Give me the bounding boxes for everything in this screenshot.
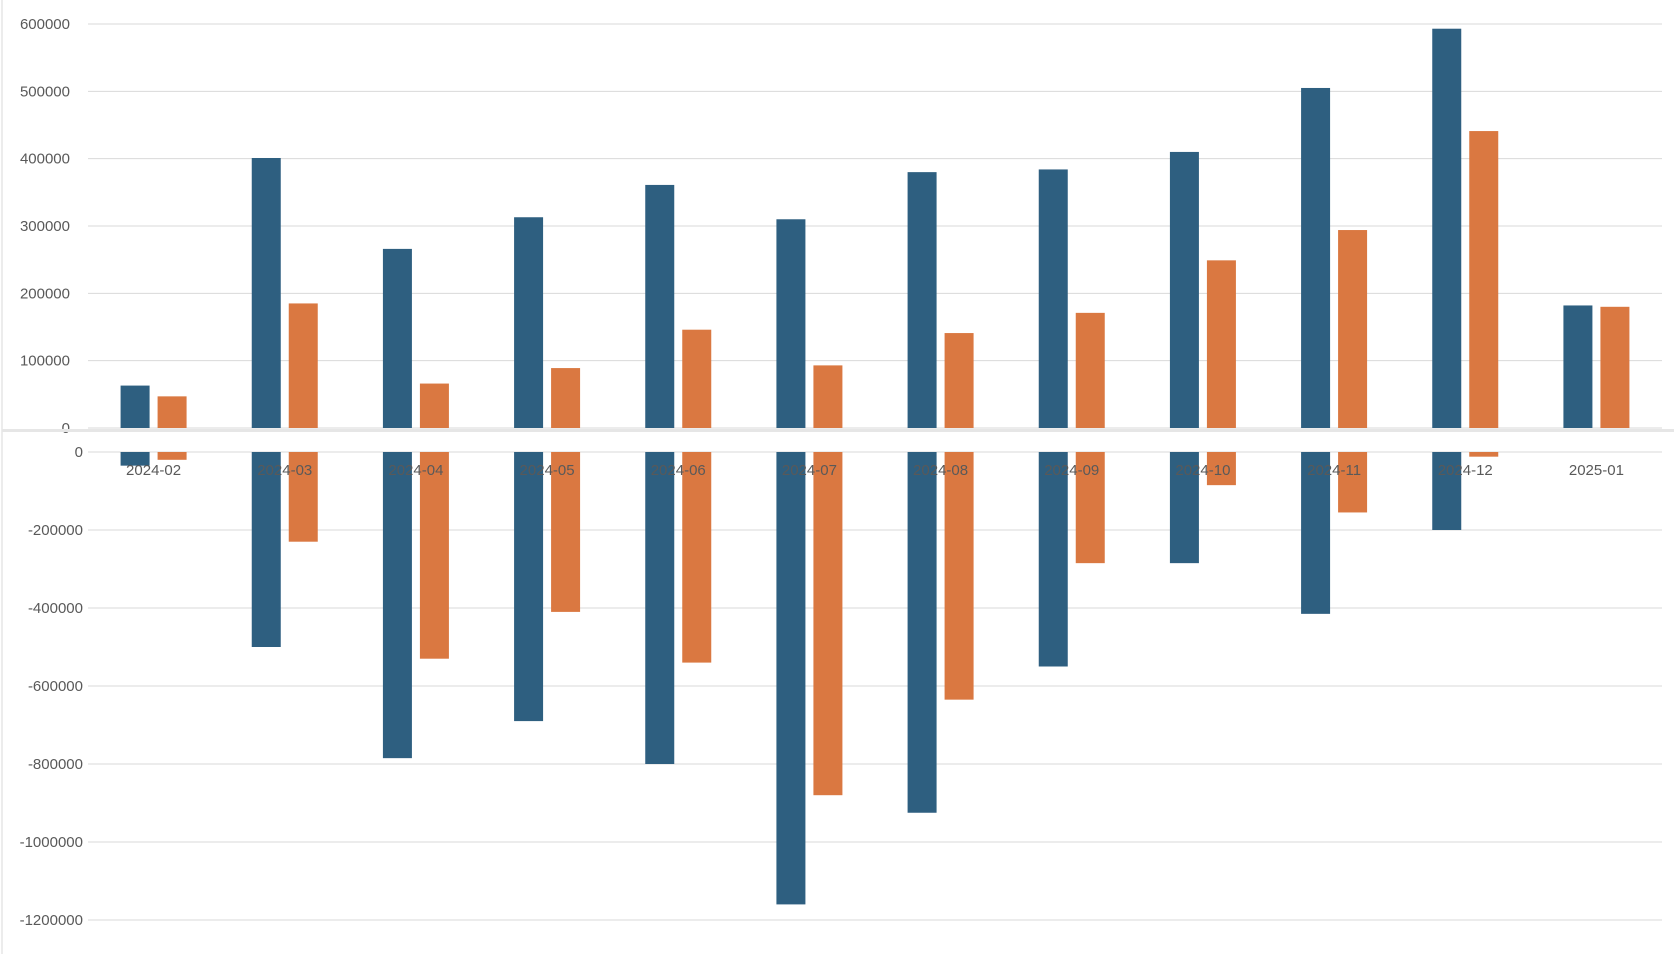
bar-1[interactable]: [514, 452, 544, 722]
bar-2[interactable]: [157, 396, 187, 428]
chart-separator: [2, 429, 1674, 432]
x-category-label: 2025-01: [1569, 462, 1624, 479]
bar-2[interactable]: [1206, 260, 1236, 428]
y-tick-label: 200000: [20, 285, 70, 302]
bar-2[interactable]: [419, 383, 449, 428]
bar-1[interactable]: [1563, 305, 1593, 428]
bar-2[interactable]: [157, 452, 187, 460]
bar-2[interactable]: [551, 368, 581, 428]
y-tick-label: -200000: [28, 522, 83, 539]
bar-2[interactable]: [1600, 306, 1630, 428]
y-tick-label: -1200000: [20, 912, 83, 929]
x-category-label: 2024-02: [126, 462, 181, 479]
bar-2[interactable]: [1075, 452, 1105, 564]
bar-1[interactable]: [1432, 452, 1462, 530]
y-tick-label: 100000: [20, 353, 70, 370]
y-tick-label: -800000: [28, 756, 83, 773]
x-category-label: 2024-04: [388, 462, 443, 479]
x-category-label: 2024-12: [1438, 462, 1493, 479]
x-category-label: 2024-03: [257, 462, 312, 479]
bar-1[interactable]: [645, 184, 675, 428]
y-tick-label: 400000: [20, 151, 70, 168]
y-tick-label: 0: [75, 444, 83, 461]
x-category-label: 2024-09: [1044, 462, 1099, 479]
bar-1[interactable]: [1169, 151, 1199, 428]
bar-1[interactable]: [907, 452, 937, 813]
bar-2[interactable]: [944, 452, 974, 700]
bar-1[interactable]: [120, 452, 150, 466]
y-tick-label: -1000000: [20, 834, 83, 851]
bar-1[interactable]: [776, 452, 806, 905]
y-tick-label: -400000: [28, 600, 83, 617]
bar-1[interactable]: [1301, 452, 1331, 614]
bar-2[interactable]: [288, 303, 318, 428]
bar-2[interactable]: [682, 329, 712, 428]
bar-2[interactable]: [288, 452, 318, 542]
bar-2[interactable]: [1469, 452, 1499, 457]
bar-2[interactable]: [551, 452, 581, 612]
bar-2[interactable]: [1338, 452, 1368, 513]
bar-2[interactable]: [1338, 230, 1368, 428]
bar-2[interactable]: [1075, 312, 1105, 428]
bar-1[interactable]: [251, 157, 281, 428]
bar-1[interactable]: [907, 172, 937, 428]
bar-2[interactable]: [813, 452, 843, 796]
bar-2[interactable]: [682, 452, 712, 663]
bar-1[interactable]: [382, 248, 412, 428]
y-tick-label: 500000: [20, 83, 70, 100]
x-category-label: 2024-08: [913, 462, 968, 479]
y-tick-label: 600000: [20, 16, 70, 33]
bar-1[interactable]: [514, 217, 544, 428]
bar-1[interactable]: [120, 385, 150, 428]
bar-2[interactable]: [813, 365, 843, 428]
y-tick-label: 0: [62, 420, 70, 437]
bar-2[interactable]: [1469, 131, 1499, 428]
x-category-label: 2024-10: [1175, 462, 1230, 479]
bar-1[interactable]: [382, 452, 412, 759]
bar-1[interactable]: [776, 219, 806, 428]
bar-1[interactable]: [1038, 452, 1068, 667]
bar-1[interactable]: [1038, 169, 1068, 428]
bar-1[interactable]: [645, 452, 675, 764]
y-tick-label: -600000: [28, 678, 83, 695]
x-category-label: 2024-11: [1307, 462, 1361, 479]
y-tick-label: 300000: [20, 218, 70, 235]
bar-1[interactable]: [1432, 28, 1462, 429]
x-category-label: 2024-05: [520, 462, 575, 479]
bar-2[interactable]: [944, 333, 974, 428]
bar-2[interactable]: [419, 452, 449, 659]
bar-2[interactable]: [1206, 452, 1236, 486]
bar-1[interactable]: [1169, 452, 1199, 564]
bar-1[interactable]: [1301, 87, 1331, 428]
x-category-label: 2024-07: [782, 462, 837, 479]
bar-1[interactable]: [251, 452, 281, 647]
x-category-label: 2024-06: [651, 462, 706, 479]
